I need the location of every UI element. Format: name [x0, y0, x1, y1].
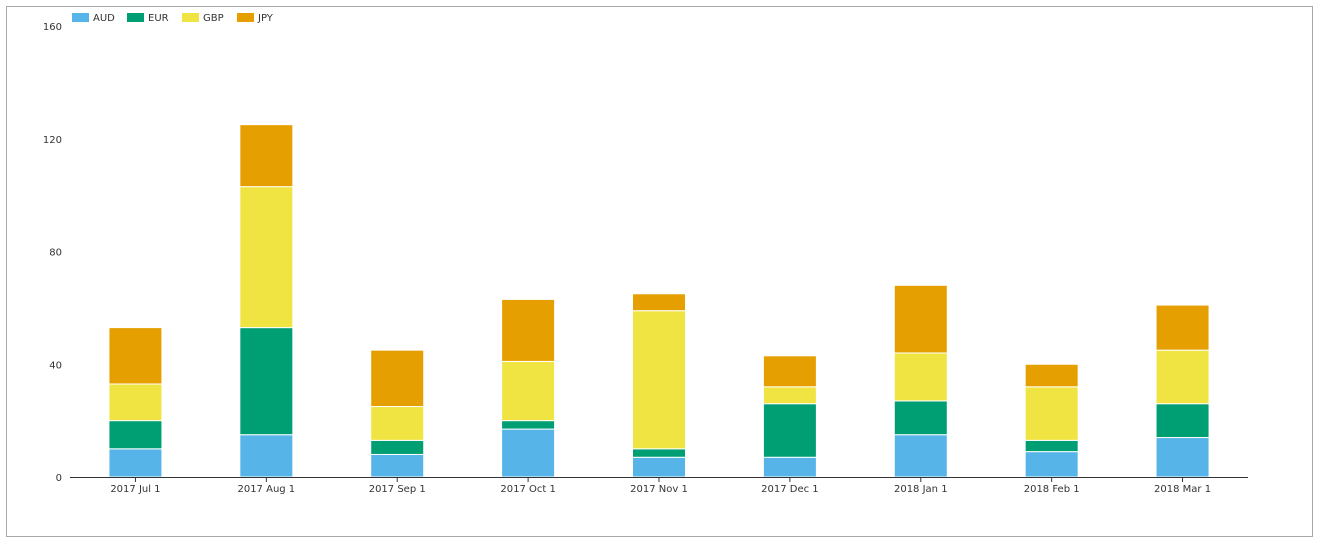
legend-swatch-eur [127, 13, 144, 22]
bar-segment-jpy[interactable] [370, 349, 425, 408]
bar-segment-gbp[interactable] [108, 383, 163, 422]
bars [108, 124, 1210, 478]
bar-segment-jpy[interactable] [762, 355, 817, 388]
x-tick-label: 2018 Mar 1 [1154, 484, 1211, 495]
bar-segment-jpy[interactable] [1155, 304, 1210, 351]
x-tick-label: 2017 Nov 1 [630, 484, 688, 495]
bar-segment-eur[interactable] [762, 403, 817, 458]
bar-segment-aud[interactable] [108, 448, 163, 478]
bar-segment-aud[interactable] [501, 428, 556, 478]
x-tick-label: 2017 Jul 1 [110, 484, 160, 495]
bar-segment-jpy[interactable] [1024, 363, 1079, 388]
bar-segment-jpy[interactable] [632, 293, 686, 312]
x-tick-label: 2017 Dec 1 [761, 484, 819, 495]
bar-segment-gbp[interactable] [370, 406, 425, 441]
bar-segment-gbp[interactable] [1024, 386, 1079, 441]
bar-segment-eur[interactable] [370, 439, 425, 455]
bar-segment-gbp[interactable] [501, 360, 556, 422]
bar-segment-eur[interactable] [1024, 439, 1079, 453]
legend: AUD EUR GBP JPY [72, 13, 274, 24]
bar-segment-gbp[interactable] [632, 310, 686, 450]
bar-segment-eur[interactable] [501, 420, 556, 430]
bar-segment-gbp[interactable] [239, 186, 294, 329]
y-tick-label: 120 [43, 135, 62, 146]
legend-label-eur: EUR [148, 13, 169, 24]
y-tick-label: 0 [56, 473, 62, 484]
bar-segment-gbp[interactable] [1155, 349, 1210, 405]
bar-segment-eur[interactable] [893, 400, 948, 436]
bar-segment-jpy[interactable] [239, 124, 294, 188]
x-axis: 2017 Jul 1 2017 Aug 1 2017 Sep 1 2017 Oct 1… [70, 477, 1248, 495]
x-tick-label: 2017 Aug 1 [237, 484, 295, 495]
x-tick-label: 2018 Feb 1 [1024, 484, 1080, 495]
bar-segment-eur[interactable] [108, 420, 163, 450]
bar-segment-aud[interactable] [762, 456, 817, 478]
bar-segment-eur[interactable] [239, 327, 294, 436]
y-tick-label: 160 [43, 22, 62, 33]
legend-label-gbp: GBP [203, 13, 224, 24]
bar-segment-gbp[interactable] [762, 386, 817, 405]
bar-segment-jpy[interactable] [108, 327, 163, 385]
bar-segment-aud[interactable] [893, 434, 948, 478]
bar-segment-eur[interactable] [1155, 403, 1210, 439]
y-tick-label: 40 [49, 360, 62, 371]
bar-segment-aud[interactable] [370, 453, 425, 478]
bar-segment-aud[interactable] [632, 456, 686, 478]
y-tick-label: 80 [49, 248, 62, 259]
bar-segment-eur[interactable] [632, 448, 686, 458]
bar-segment-gbp[interactable] [893, 352, 948, 402]
bar-segment-aud[interactable] [1155, 437, 1210, 478]
x-tick-label: 2018 Jan 1 [894, 484, 948, 495]
legend-label-aud: AUD [93, 13, 115, 24]
bar-segment-jpy[interactable] [893, 284, 948, 354]
x-tick-label: 2017 Oct 1 [500, 484, 555, 495]
legend-swatch-aud [72, 13, 89, 22]
legend-swatch-gbp [182, 13, 199, 22]
legend-swatch-jpy [237, 13, 254, 22]
bar-segment-aud[interactable] [1024, 451, 1079, 478]
x-tick-label: 2017 Sep 1 [369, 484, 426, 495]
legend-label-jpy: JPY [257, 13, 274, 24]
bar-segment-aud[interactable] [239, 434, 294, 478]
y-axis: 0 40 80 120 160 [43, 22, 62, 484]
bar-segment-jpy[interactable] [501, 298, 556, 362]
